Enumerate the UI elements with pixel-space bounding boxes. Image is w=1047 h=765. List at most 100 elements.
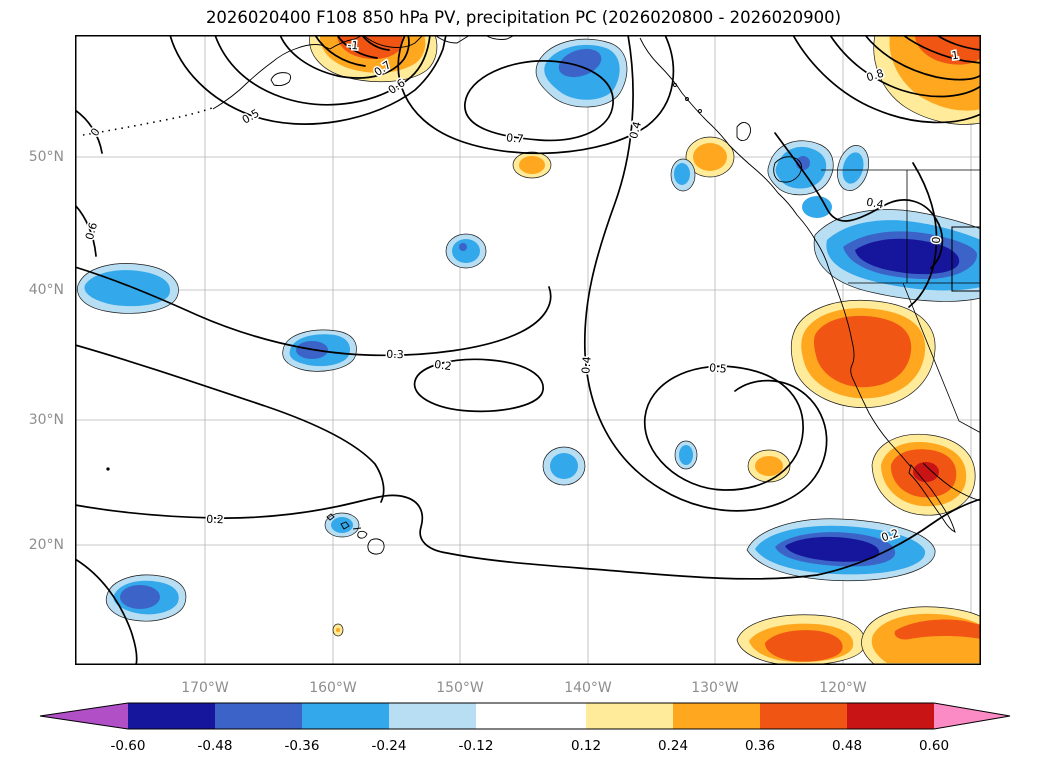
colorbar-segment xyxy=(215,703,302,729)
precip-negative-blob xyxy=(445,233,487,269)
colorbar-segment xyxy=(128,703,215,729)
colorbar-segment xyxy=(847,703,934,729)
colorbar-segment xyxy=(760,703,847,729)
contour-label: 0 xyxy=(88,126,103,139)
colorbar-segment xyxy=(476,703,586,729)
colorbar-tick-label: 0.48 xyxy=(832,738,862,754)
pv-contour xyxy=(279,35,410,79)
precip-positive-blob xyxy=(873,35,981,125)
contour-label: 0.5 xyxy=(709,361,728,375)
precip-negative-blob xyxy=(535,38,628,108)
contour-label: 0.7 xyxy=(506,131,525,145)
colorbar-tick-label: 0.24 xyxy=(658,738,688,754)
aleutian-islands xyxy=(82,106,216,136)
ytick-30n: 30°N xyxy=(28,412,64,428)
precip-shading xyxy=(77,35,981,665)
xtick-160w: 160°W xyxy=(309,680,357,696)
precip-negative-blob xyxy=(836,145,870,191)
pv-contour xyxy=(644,365,804,491)
precip-positive-blob xyxy=(736,614,866,665)
colorbar-segment xyxy=(673,703,760,729)
colorbar-tick-label: 0.12 xyxy=(571,738,601,754)
precip-negative-blob xyxy=(105,574,187,622)
pv-contour xyxy=(908,162,938,308)
precip-positive-blob xyxy=(871,433,976,516)
precip-positive-blob xyxy=(790,299,936,408)
map-svg: 0.5 0.6 0.7 0.7 0.4 0.4 0.5 0.4 0 0.3 0.… xyxy=(75,35,981,665)
alaska-coast xyxy=(212,35,364,110)
pv-contour xyxy=(774,132,944,269)
contour-label: 0.3 xyxy=(386,348,404,362)
colorbar-tick-label: -0.24 xyxy=(372,738,407,754)
colorbar-tick-label: -0.12 xyxy=(459,738,494,754)
pv-contour xyxy=(413,358,544,413)
contour-label: 0.5 xyxy=(240,107,262,127)
vancouver-island xyxy=(773,156,802,183)
small-island xyxy=(106,467,110,471)
pv-contour xyxy=(75,266,552,357)
coastal-islet xyxy=(685,97,689,101)
hawaiian-islands xyxy=(326,513,385,555)
contour-label: 0.2 xyxy=(433,358,452,373)
contour-label: 0 xyxy=(930,236,944,244)
precip-positive-blob xyxy=(747,449,791,483)
xtick-130w: 130°W xyxy=(691,680,739,696)
ytick-40n: 40°N xyxy=(28,282,64,298)
pv-contour xyxy=(169,35,447,125)
pv-contour xyxy=(75,494,981,580)
west-coast xyxy=(639,37,912,468)
colorbar-segment xyxy=(586,703,673,729)
pv-contour xyxy=(214,35,431,106)
region-box xyxy=(951,226,981,292)
precip-positive-blob xyxy=(512,151,552,179)
ytick-50n: 50°N xyxy=(28,149,64,165)
precip-negative-blob xyxy=(746,518,936,582)
baja-peninsula xyxy=(908,464,956,533)
contour-label: 1 xyxy=(951,49,960,63)
map-plot: 0.5 0.6 0.7 0.7 0.4 0.4 0.5 0.4 0 0.3 0.… xyxy=(75,35,981,665)
colorbar-extend-left xyxy=(40,703,128,729)
contour-label: 0.2 xyxy=(206,513,224,527)
colorbar-tick-label: -0.60 xyxy=(111,738,146,754)
precip-negative-blob xyxy=(674,440,698,470)
xtick-150w: 150°W xyxy=(436,680,484,696)
kodiak-island xyxy=(270,72,292,87)
plot-frame xyxy=(75,35,981,665)
pv-contour xyxy=(314,35,390,67)
contour-label: 0.4 xyxy=(865,196,884,212)
pv-contour xyxy=(75,558,138,665)
contour-label: 0.4 xyxy=(579,356,593,375)
colorbar-outline xyxy=(39,702,1011,730)
coastal-islet xyxy=(698,109,702,113)
contour-label: 0.6 xyxy=(83,221,100,241)
ytick-20n: 20°N xyxy=(28,537,64,553)
coastlines xyxy=(82,35,981,555)
precip-negative-blob xyxy=(77,263,179,314)
precip-negative-blob xyxy=(802,196,981,302)
xtick-120w: 120°W xyxy=(819,680,867,696)
precip-positive-blob xyxy=(861,606,981,665)
haida-gwaii xyxy=(736,122,752,142)
colorbar-segment xyxy=(389,703,476,729)
xtick-170w: 170°W xyxy=(181,680,229,696)
state-borders xyxy=(821,169,981,434)
colorbar-extend-right xyxy=(934,703,1010,729)
colorbar-segment xyxy=(302,703,389,729)
pv-contour xyxy=(397,35,675,155)
colorbar-tick-label: -0.48 xyxy=(198,738,233,754)
contour-label: -1 xyxy=(347,39,359,53)
gulf-of-california-coast xyxy=(922,462,981,502)
contour-label: 0.4 xyxy=(627,120,644,140)
colorbar-tick-label: -0.36 xyxy=(285,738,320,754)
pv-contour xyxy=(75,109,103,257)
precip-negative-blob xyxy=(542,446,586,486)
figure-title: 2026020400 F108 850 hPa PV, precipitatio… xyxy=(205,8,842,27)
contour-labels: 0.5 0.6 0.7 0.7 0.4 0.4 0.5 0.4 0 0.3 0.… xyxy=(81,37,961,546)
colorbar-tick-label: 0.36 xyxy=(745,738,775,754)
coastal-islet xyxy=(673,83,677,87)
pv-contour xyxy=(792,35,981,124)
pv-contour xyxy=(75,344,385,503)
colorbar: -0.60 -0.48 -0.36 -0.24 -0.12 0.12 0.24 … xyxy=(39,702,1011,754)
precip-positive-blob xyxy=(332,623,344,637)
